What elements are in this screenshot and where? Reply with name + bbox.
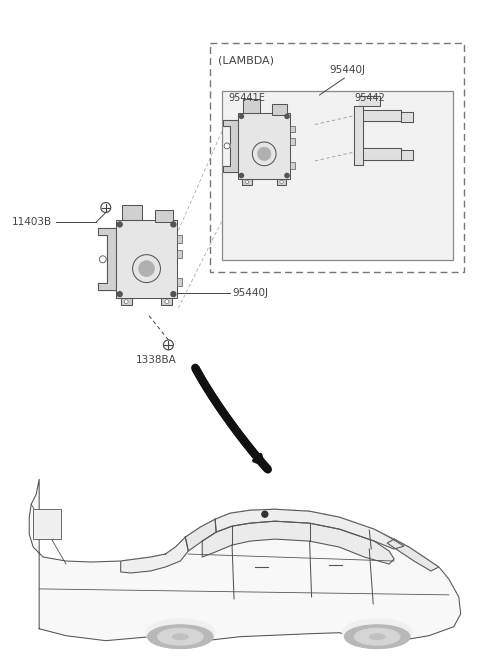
Bar	[290, 139, 295, 145]
Ellipse shape	[354, 628, 400, 645]
Ellipse shape	[344, 625, 410, 648]
Circle shape	[171, 292, 176, 296]
Polygon shape	[401, 150, 413, 160]
Text: 95442: 95442	[354, 93, 385, 103]
Bar	[178, 278, 182, 286]
Bar	[116, 221, 178, 298]
Polygon shape	[215, 509, 404, 549]
Polygon shape	[387, 539, 439, 571]
Bar	[222, 91, 453, 260]
Bar	[156, 210, 173, 223]
Polygon shape	[363, 110, 401, 121]
Circle shape	[117, 222, 122, 227]
Polygon shape	[359, 96, 380, 106]
Bar	[272, 104, 287, 114]
Circle shape	[139, 261, 155, 277]
Circle shape	[280, 180, 283, 183]
Text: 95440J: 95440J	[329, 65, 365, 75]
Circle shape	[165, 300, 169, 304]
Polygon shape	[202, 521, 394, 564]
Circle shape	[239, 173, 243, 177]
Ellipse shape	[145, 619, 215, 646]
Circle shape	[99, 256, 106, 263]
Ellipse shape	[147, 625, 213, 648]
Bar	[120, 298, 132, 305]
Polygon shape	[401, 112, 413, 122]
Polygon shape	[223, 120, 238, 172]
Polygon shape	[363, 148, 401, 160]
Ellipse shape	[172, 634, 188, 640]
Circle shape	[285, 114, 289, 118]
Circle shape	[117, 292, 122, 296]
Text: 95441E: 95441E	[228, 93, 265, 103]
Circle shape	[239, 114, 243, 118]
Bar	[290, 162, 295, 169]
Bar	[290, 125, 295, 132]
Bar	[122, 204, 142, 221]
Text: 95440J: 95440J	[232, 288, 268, 298]
Circle shape	[257, 147, 271, 160]
Bar	[33, 509, 61, 539]
Circle shape	[262, 511, 268, 517]
Polygon shape	[185, 519, 216, 551]
Ellipse shape	[157, 628, 203, 645]
Bar	[243, 99, 260, 113]
Bar	[238, 113, 290, 179]
Text: (LAMBDA): (LAMBDA)	[218, 55, 274, 65]
Circle shape	[285, 173, 289, 177]
Circle shape	[224, 143, 230, 149]
Bar	[178, 235, 182, 243]
Text: 11403B: 11403B	[12, 217, 51, 227]
Bar	[161, 298, 172, 305]
Polygon shape	[120, 537, 188, 573]
Text: 1338BA: 1338BA	[136, 355, 177, 365]
Bar	[210, 43, 464, 272]
Bar	[277, 179, 286, 185]
Polygon shape	[29, 480, 461, 644]
Polygon shape	[98, 229, 116, 290]
Circle shape	[245, 180, 249, 183]
Polygon shape	[354, 106, 363, 165]
Ellipse shape	[369, 634, 385, 640]
Bar	[242, 179, 252, 185]
Bar	[178, 250, 182, 258]
Circle shape	[124, 300, 128, 304]
Circle shape	[171, 222, 176, 227]
Ellipse shape	[342, 619, 412, 646]
